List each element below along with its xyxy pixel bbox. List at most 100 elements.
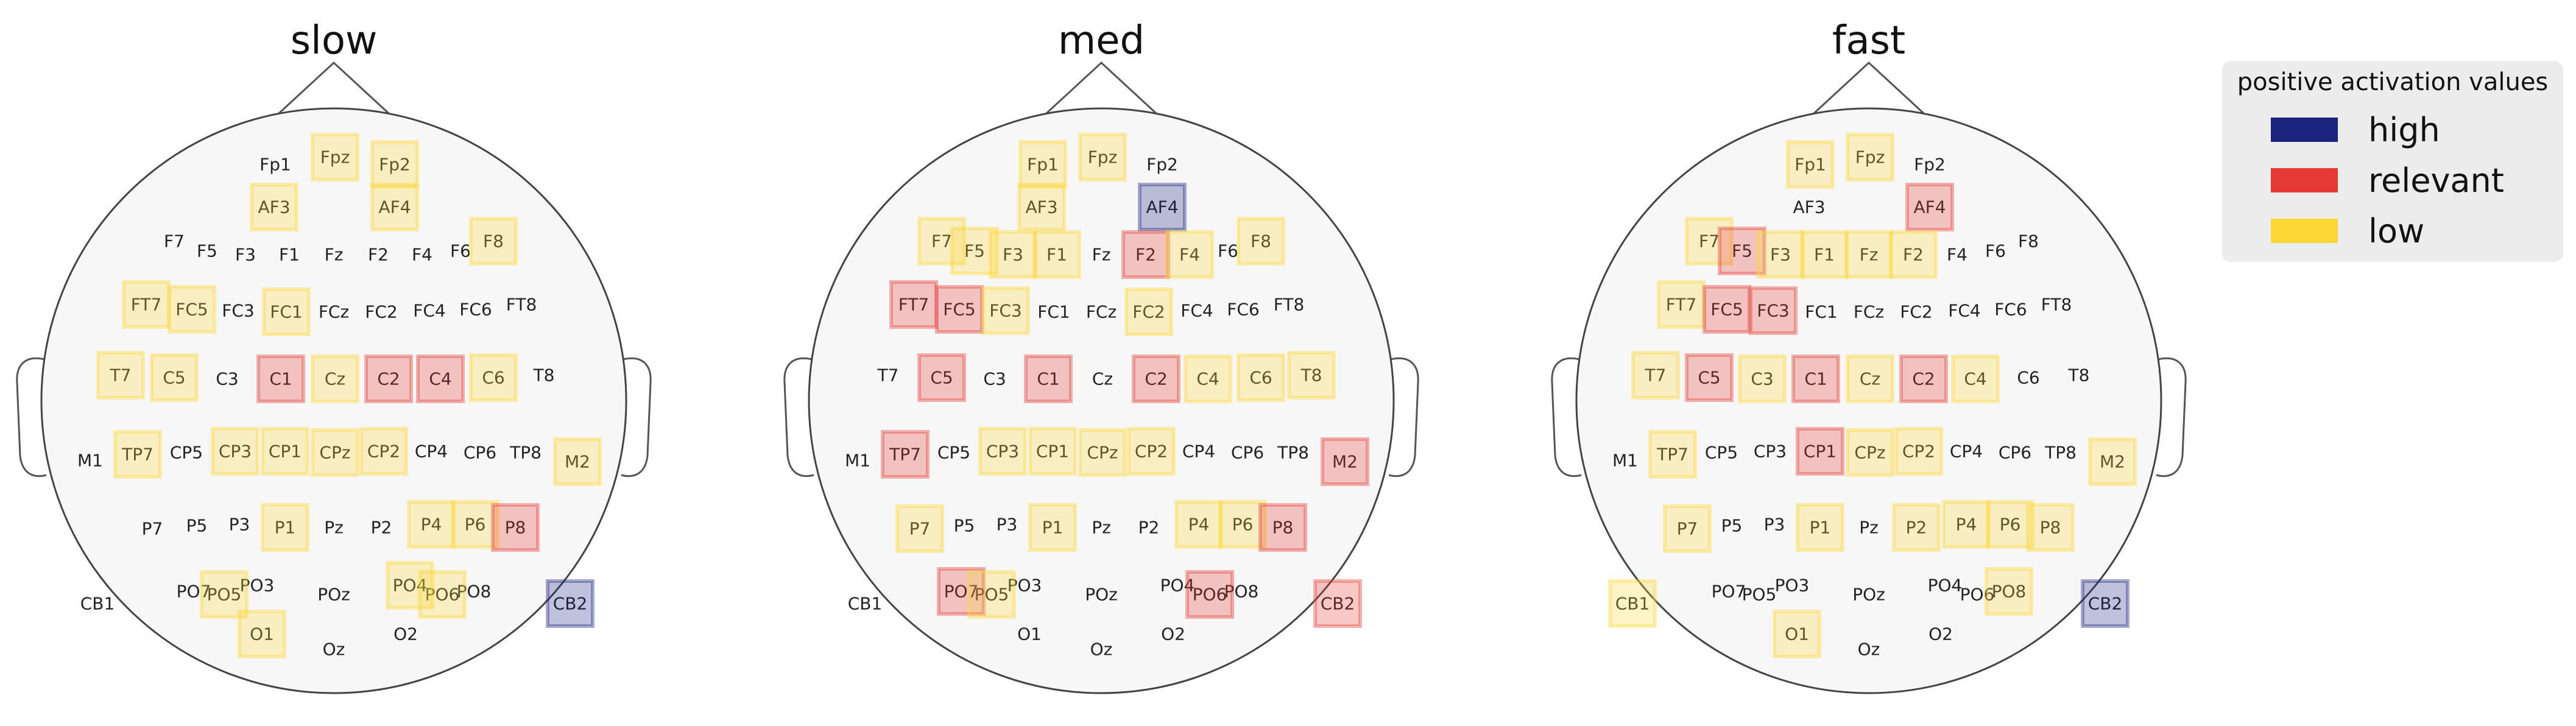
- channel-label-fc1: FC1: [270, 302, 302, 322]
- channel-label-f4: F4: [1179, 245, 1200, 265]
- nose: [1045, 61, 1157, 115]
- channel-label-c2: C2: [1145, 369, 1167, 389]
- channel-label-cb2: CB2: [1321, 594, 1355, 614]
- channel-label-ft7: FT7: [131, 295, 162, 315]
- channel-label-f8: F8: [483, 231, 504, 252]
- activation-marker-f5-relevant: [1718, 227, 1766, 275]
- activation-marker-t7-low: [96, 351, 145, 400]
- channel-label-p3: P3: [1764, 515, 1785, 535]
- activation-marker-f7-low: [917, 217, 966, 266]
- activation-marker-tp7-relevant: [881, 430, 930, 479]
- channel-label-tp8: TP8: [2044, 443, 2077, 463]
- activation-marker-p2-low: [1892, 503, 1941, 552]
- channel-label-poz: POz: [1852, 585, 1885, 605]
- channel-label-c4: C4: [429, 369, 451, 389]
- channel-label-af4: AF4: [1913, 197, 1946, 217]
- channel-label-p4: P4: [1956, 515, 1977, 535]
- activation-marker-c1-relevant: [256, 354, 305, 403]
- activation-marker-f8-low: [1237, 217, 1285, 266]
- channel-label-af3: AF3: [258, 197, 290, 217]
- channel-label-fpz: Fpz: [1088, 147, 1118, 167]
- legend-label-high: high: [2368, 111, 2440, 149]
- activation-marker-p8-relevant: [1258, 503, 1307, 552]
- activation-marker-c5-relevant: [917, 353, 966, 402]
- channel-label-fc4: FC4: [1180, 301, 1213, 321]
- channel-label-cp5: CP5: [937, 443, 970, 463]
- activation-marker-ft7-low: [122, 280, 171, 329]
- channel-label-c5: C5: [1698, 368, 1720, 388]
- channel-label-f2: F2: [1135, 245, 1156, 265]
- channel-label-p7: P7: [142, 519, 163, 539]
- activation-marker-cpz-low: [1078, 428, 1127, 477]
- channel-label-fcz: FCz: [1086, 302, 1117, 322]
- channel-label-p6: P6: [2000, 515, 2021, 535]
- activation-marker-af3-low: [1017, 183, 1066, 231]
- channel-label-tp7: TP7: [121, 445, 154, 465]
- activation-marker-f1-low: [1032, 230, 1081, 279]
- activation-marker-c5-relevant: [1685, 353, 1734, 402]
- channel-label-oz: Oz: [323, 640, 345, 660]
- channel-label-cb2: CB2: [553, 594, 588, 614]
- channel-label-p4: P4: [1188, 515, 1210, 535]
- activation-marker-af4-low: [370, 183, 419, 231]
- activation-marker-cz-low: [1846, 354, 1894, 403]
- activation-marker-fp2-low: [370, 140, 419, 189]
- activation-marker-po5-low: [967, 570, 1016, 619]
- channel-label-f3: F3: [235, 245, 256, 265]
- activation-marker-af4-relevant: [1905, 183, 1954, 231]
- activation-marker-po4-low: [386, 561, 434, 610]
- channel-label-fpz: Fpz: [320, 147, 350, 167]
- activation-marker-c5-low: [150, 353, 199, 402]
- channel-label-pz: Pz: [324, 518, 344, 538]
- channel-label-o1: O1: [250, 624, 274, 644]
- topomap-panel-slow: slow Fp1 Fpz Fp2 AF3 AF4 F7 F5 F3 F1 Fz F2 F4 F6 F8 FT7…: [16, 18, 652, 694]
- channel-label-f7: F7: [1699, 231, 1720, 252]
- channel-label-f2: F2: [1903, 245, 1924, 265]
- channel-label-cp5: CP5: [170, 443, 203, 463]
- legend-title: positive activation values: [2237, 68, 2549, 96]
- activation-marker-cp2-low: [359, 427, 408, 476]
- activation-marker-m2-relevant: [1321, 437, 1369, 486]
- channel-label-p1: P1: [1042, 518, 1064, 538]
- channel-label-p2: P2: [1906, 518, 1927, 538]
- channel-label-cz: Cz: [1092, 369, 1113, 389]
- channel-label-f3: F3: [1770, 245, 1791, 265]
- activation-marker-fc5-low: [168, 285, 216, 334]
- activation-marker-fc3-low: [981, 286, 1030, 335]
- channel-label-fc2: FC2: [365, 302, 397, 322]
- channel-label-po7: PO7: [944, 582, 979, 602]
- channel-label-po8: PO8: [457, 582, 492, 602]
- channel-label-p2: P2: [371, 518, 392, 538]
- activation-marker-c6-low: [469, 353, 518, 402]
- channel-label-po4: PO4: [393, 576, 428, 596]
- channel-label-f3: F3: [1003, 245, 1023, 265]
- activation-marker-p7-low: [895, 504, 944, 553]
- legend-label-low: low: [2368, 212, 2425, 250]
- channel-label-tp8: TP8: [509, 443, 542, 463]
- channel-label-po8: PO8: [1992, 582, 2027, 602]
- channel-label-f5: F5: [1732, 241, 1752, 261]
- right-ear: [1388, 357, 1419, 478]
- activation-marker-cb2-high: [546, 579, 595, 628]
- channel-label-p4: P4: [421, 515, 442, 535]
- channel-label-f5: F5: [197, 241, 217, 261]
- channel-label-fz: Fz: [325, 245, 344, 265]
- channel-label-c4: C4: [1964, 369, 1986, 389]
- channel-label-oz: Oz: [1090, 640, 1113, 660]
- channel-label-poz: POz: [1085, 585, 1118, 605]
- activation-marker-ft7-relevant: [889, 280, 938, 329]
- activation-marker-po8-low: [1985, 567, 2033, 616]
- channel-label-cp2: CP2: [1902, 442, 1935, 462]
- channel-label-m2: M2: [2100, 452, 2125, 472]
- activation-marker-c1-relevant: [1024, 354, 1073, 403]
- panel-title: fast: [1832, 18, 1905, 63]
- channel-label-f6: F6: [450, 241, 471, 261]
- activation-marker-af4-high: [1138, 183, 1187, 231]
- channel-label-cz: Cz: [1860, 369, 1880, 389]
- channel-label-f4: F4: [1947, 245, 1967, 265]
- channel-label-c3: C3: [983, 369, 1006, 389]
- channel-label-o1: O1: [1017, 624, 1042, 644]
- activation-marker-c1-relevant: [1791, 354, 1840, 403]
- legend-label-relevant: relevant: [2368, 161, 2504, 200]
